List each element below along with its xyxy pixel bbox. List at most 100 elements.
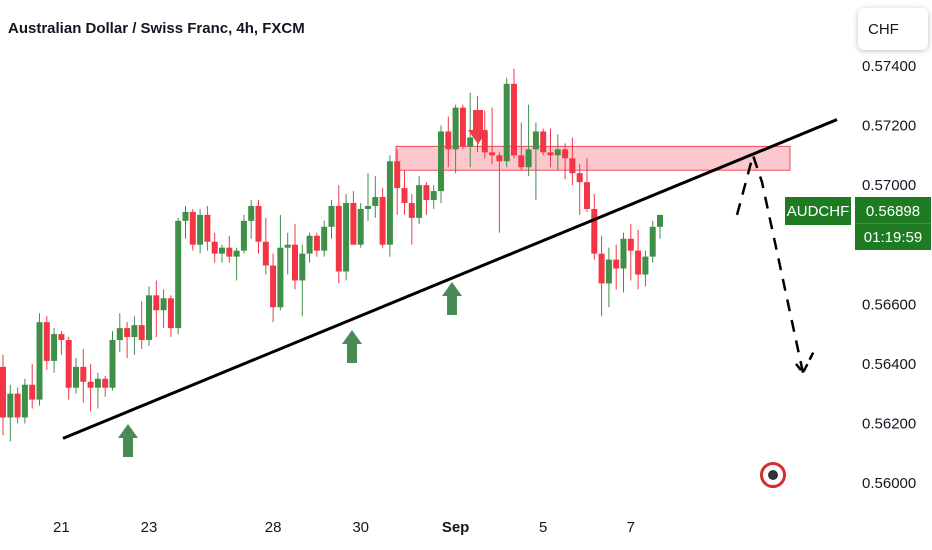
candle [313, 232, 320, 257]
candle [386, 155, 393, 257]
sell-arrow-icon [468, 110, 488, 144]
candle [554, 134, 561, 171]
candle-body [481, 131, 488, 153]
candle-body [146, 295, 152, 341]
candle [36, 313, 43, 406]
candle [65, 337, 72, 400]
candle-body [328, 205, 335, 227]
candle-body [620, 238, 627, 269]
y-tick-label: 0.56200 [862, 415, 916, 432]
candle [372, 176, 379, 218]
candle-body [73, 366, 79, 388]
projection-arrowhead [795, 348, 817, 376]
candle-body [51, 334, 58, 361]
candle [620, 232, 627, 293]
candle-body [554, 149, 561, 156]
candle [438, 125, 444, 203]
candle [357, 202, 364, 248]
candle-body [43, 322, 50, 361]
y-tick-label: 0.57200 [862, 118, 916, 135]
candle-body [211, 241, 218, 254]
candle [7, 384, 14, 442]
candle [131, 316, 138, 355]
candle [576, 164, 583, 215]
candle-body [277, 247, 284, 308]
candle [335, 185, 342, 284]
candle-body [569, 158, 576, 174]
candle-body [189, 211, 196, 245]
y-tick-label: 0.57000 [862, 177, 916, 194]
last-price-label: 0.56898 [855, 197, 931, 225]
signal-arrows [118, 110, 488, 457]
candle-body [58, 334, 65, 341]
candle-body [350, 202, 357, 245]
candle-body [365, 205, 371, 209]
candle [262, 217, 269, 275]
candle [489, 107, 496, 165]
candle [299, 244, 306, 317]
candle-body [138, 325, 145, 341]
buy-arrow-icon [118, 424, 138, 457]
candle [416, 176, 423, 224]
candle-body [394, 161, 401, 189]
candle-body [255, 205, 262, 242]
trendline [62, 118, 838, 440]
candle [598, 235, 605, 317]
candle [605, 247, 612, 308]
candle-body [430, 191, 437, 201]
candle-body [262, 241, 269, 266]
candle [657, 214, 663, 239]
candle [343, 194, 350, 281]
candle [532, 122, 539, 201]
bar-countdown-label: 01:19:59 [855, 223, 931, 250]
y-tick-label: 0.56000 [862, 475, 916, 492]
y-axis: 0.574000.572000.570000.568000.566000.564… [862, 58, 916, 492]
candle-body [642, 256, 649, 275]
candle-body [657, 214, 663, 227]
candle [459, 104, 466, 150]
candle-body [438, 131, 444, 192]
candle [284, 232, 291, 275]
candle-body [459, 107, 466, 147]
candle [496, 152, 503, 233]
candle-body [467, 137, 474, 147]
candle-body [226, 247, 233, 257]
candle-body [153, 295, 160, 311]
candle-body [65, 340, 72, 388]
candle [29, 363, 36, 409]
currency-button[interactable]: CHF [858, 8, 928, 50]
candle [197, 208, 204, 254]
candle [160, 289, 167, 329]
x-tick-label: 28 [265, 519, 282, 536]
candle-body [14, 393, 21, 418]
candle [146, 286, 152, 346]
candle-body [518, 155, 525, 168]
candle [518, 122, 525, 171]
candle-body [423, 185, 430, 201]
candle-body [197, 214, 204, 245]
chart-title: Australian Dollar / Swiss Franc, 4h, FXC… [8, 20, 305, 37]
candle-body [343, 202, 350, 272]
candle [408, 194, 415, 245]
candle [116, 313, 123, 352]
candle-body [80, 366, 87, 382]
x-tick-label: 5 [539, 519, 547, 536]
candle-body [313, 235, 320, 251]
candle [109, 331, 116, 391]
candle [14, 387, 21, 424]
candle-body [116, 328, 123, 341]
candle-body [503, 83, 510, 162]
candle-body [591, 208, 598, 254]
candle [613, 244, 620, 290]
candle [182, 205, 189, 239]
candle [175, 217, 182, 335]
candle [365, 173, 371, 221]
candle-body [511, 83, 517, 156]
candle [445, 116, 452, 168]
candle [94, 372, 101, 409]
candle-body [321, 226, 328, 251]
y-tick-label: 0.57400 [862, 58, 916, 75]
candle [292, 223, 298, 290]
x-tick-label: Sep [442, 519, 470, 536]
